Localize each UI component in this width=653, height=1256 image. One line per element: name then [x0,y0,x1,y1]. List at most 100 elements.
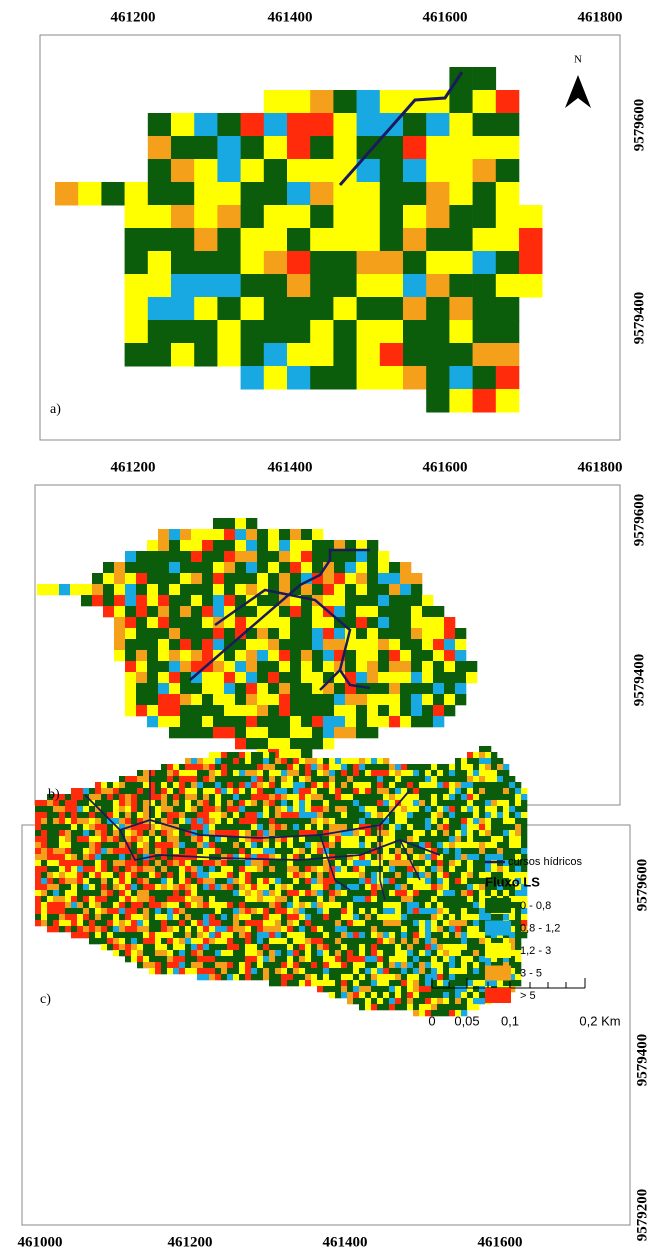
raster-cell [149,806,156,813]
raster-cell [215,860,222,867]
raster-cell [378,573,390,585]
raster-cell [119,932,126,939]
raster-cell [149,914,156,921]
raster-cell [341,866,348,873]
raster-cell [479,764,486,771]
raster-cell [365,890,372,897]
raster-cell [329,806,336,813]
raster-cell [161,812,168,819]
raster-cell [240,297,265,321]
raster-cell [401,800,408,807]
raster-cell [65,866,72,873]
raster-cell [101,926,108,933]
raster-cell [335,878,342,885]
raster-cell [185,956,192,963]
raster-cell [329,920,336,927]
raster-cell [345,639,357,651]
raster-cell [191,938,198,945]
raster-cell [287,974,294,981]
raster-cell [293,950,300,957]
stream-line [338,71,464,186]
raster-cell [455,842,462,849]
raster-cell [281,950,288,957]
raster-cell [191,628,203,640]
raster-cell [461,830,468,837]
raster-cell [197,902,204,909]
raster-cell [383,776,390,783]
raster-cell [290,540,302,552]
raster-cell [367,683,379,695]
raster-cell [467,830,474,837]
raster-cell [246,738,258,750]
raster-cell [53,818,60,825]
raster-cell [173,836,180,843]
raster-cell [149,878,156,885]
raster-cell [221,764,228,771]
raster-cell [65,794,72,801]
raster-cell [155,914,162,921]
raster-cell [379,297,404,321]
raster-cell [257,890,264,897]
raster-cell [383,998,390,1005]
raster-cell [269,944,276,951]
raster-cell [341,836,348,843]
raster-cell [323,812,330,819]
raster-cell [389,950,396,957]
raster-cell [245,800,252,807]
raster-cell [455,854,462,861]
raster-cell [149,944,156,951]
raster-cell [287,818,294,825]
raster-cell [287,782,294,789]
raster-cell [179,818,186,825]
stream-line [399,839,421,881]
raster-cell [467,968,474,975]
raster-cell [83,830,90,837]
raster-cell [263,872,270,879]
raster-cell [269,950,276,957]
raster-cell [334,705,346,717]
raster-cell [466,661,478,673]
raster-cell [479,818,486,825]
raster-cell [455,836,462,843]
raster-cell [185,932,192,939]
raster-cell [472,205,497,229]
raster-cell [311,890,318,897]
raster-cell [455,998,462,1005]
raster-cell [281,794,288,801]
raster-cell [443,950,450,957]
raster-cell [371,776,378,783]
raster-cell [268,595,280,607]
raster-cell [35,842,42,849]
raster-cell [136,672,148,684]
raster-cell [77,794,84,801]
raster-cell [389,683,401,695]
raster-cell [371,932,378,939]
raster-cell [431,830,438,837]
raster-cell [281,800,288,807]
raster-cell [449,836,456,843]
raster-cell [185,878,192,885]
raster-cell [377,986,384,993]
raster-cell [235,628,247,640]
raster-cell [147,694,159,706]
raster-cell [485,866,492,873]
raster-cell [147,705,159,717]
raster-cell [209,938,216,945]
raster-cell [383,824,390,831]
raster-cell [293,860,300,867]
raster-cell [119,902,126,909]
raster-cell [240,205,265,229]
raster-cell [107,890,114,897]
raster-cell [113,794,120,801]
raster-cell [407,896,414,903]
raster-cell [83,866,90,873]
raster-cell [275,806,282,813]
raster-cell [269,932,276,939]
raster-cell [497,878,504,885]
raster-cell [301,749,313,761]
raster-cell [371,974,378,981]
raster-cell [461,914,468,921]
raster-cell [329,926,336,933]
raster-cell [179,812,186,819]
raster-cell [299,764,306,771]
